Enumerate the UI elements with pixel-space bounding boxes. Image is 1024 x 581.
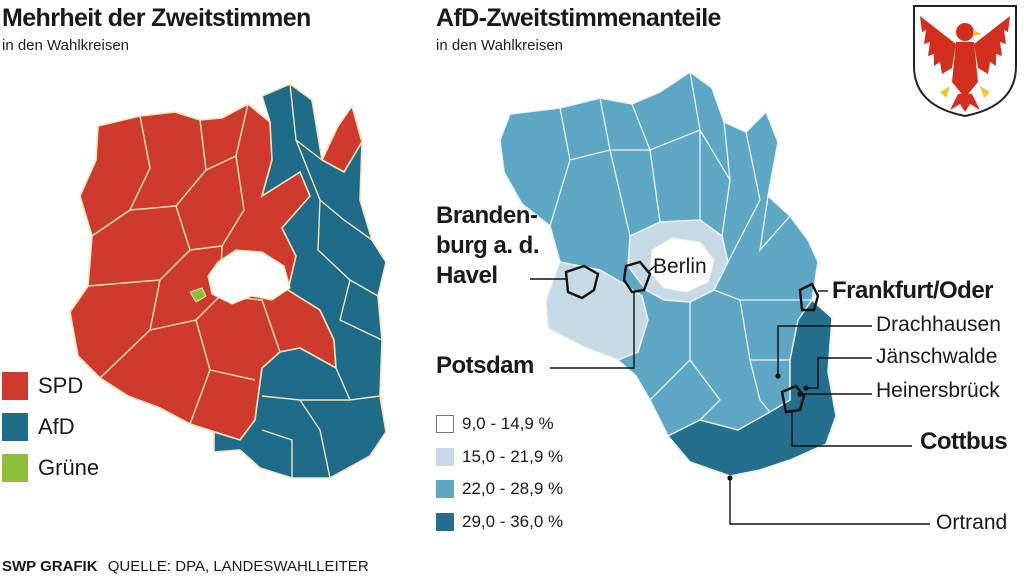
label-brandenburg-line3: Havel [436, 262, 498, 289]
region-afd-share-15-22-west [545, 261, 649, 361]
legend-item-afd: AfD [2, 406, 99, 447]
legend-swatch-29-36 [436, 512, 454, 531]
left-map-legend: SPD AfD Grüne [2, 365, 99, 488]
district-borders-afd [261, 83, 383, 479]
label-heinersbrueck: Heinersbrück [876, 379, 1000, 402]
legend-item-9-15: 9,0 - 14,9 % [436, 408, 563, 441]
brandenburg-eagle-icon [913, 5, 1017, 118]
outline-potsdam [622, 260, 652, 294]
label-ortrand: Ortrand [936, 511, 1008, 534]
outline-brandenburg-havel [564, 264, 600, 300]
berlin-area-right [649, 237, 715, 293]
legend-swatch-spd [2, 371, 28, 400]
legend-label-spd: SPD [38, 372, 84, 398]
label-frankfurt-oder: Frankfurt/Oder [832, 277, 994, 304]
district-borders-spd [87, 103, 281, 425]
label-potsdam: Potsdam [436, 352, 534, 379]
footer: SWP GRAFIK QUELLE: DPA, LANDESWAHLLEITER [2, 558, 369, 575]
legend-label-gruene: Grüne [38, 454, 100, 480]
label-drachhausen: Drachhausen [876, 313, 1001, 336]
legend-label-15-22: 15,0 - 21,9 % [462, 446, 564, 466]
legend-item-29-36: 29,0 - 36,0 % [436, 506, 563, 539]
legend-swatch-afd [2, 412, 28, 441]
leader-lines [530, 265, 930, 525]
berlin-area [207, 249, 291, 305]
legend-swatch-gruene [2, 453, 28, 482]
legend-label-22-29: 22,0 - 28,9 % [462, 479, 564, 499]
region-afd-share-29-36 [666, 298, 837, 477]
legend-swatch-9-15 [436, 415, 454, 434]
label-brandenburg-line2: burg a. d. [436, 232, 540, 259]
right-map-title: AfD-Zweitstimmenanteile [436, 4, 721, 32]
outline-cottbus [780, 384, 806, 414]
label-jaenschwalde: Jänschwalde [876, 345, 998, 368]
legend-item-22-29: 22,0 - 28,9 % [436, 473, 563, 506]
label-berlin: Berlin [653, 255, 707, 278]
legend-label-29-36: 29,0 - 36,0 % [462, 511, 564, 531]
legend-item-15-22: 15,0 - 21,9 % [436, 441, 563, 474]
legend-item-spd: SPD [2, 365, 99, 406]
legend-swatch-22-29 [436, 480, 454, 499]
region-afd [213, 83, 387, 479]
footer-source: QUELLE: DPA, LANDESWAHLLEITER [107, 558, 369, 575]
legend-label-9-15: 9,0 - 14,9 % [462, 414, 554, 434]
outline-frankfurt-oder [798, 282, 820, 312]
legend-label-afd: AfD [38, 413, 75, 439]
left-map-title: Mehrheit der Zweitstimmen [2, 4, 311, 32]
place-markers [727, 373, 809, 481]
right-map-legend: 9,0 - 14,9 % 15,0 - 21,9 % 22,0 - 28,9 %… [436, 408, 563, 538]
footer-credit: SWP GRAFIK [2, 558, 98, 575]
label-cottbus: Cottbus [920, 428, 1008, 455]
label-brandenburg-line1: Branden- [436, 202, 538, 229]
legend-swatch-15-22 [436, 447, 454, 466]
legend-item-gruene: Grüne [2, 447, 99, 488]
right-map-subtitle: in den Wahlkreisen [436, 37, 564, 54]
region-gruene [189, 287, 207, 303]
left-map-subtitle: in den Wahlkreisen [2, 37, 130, 54]
